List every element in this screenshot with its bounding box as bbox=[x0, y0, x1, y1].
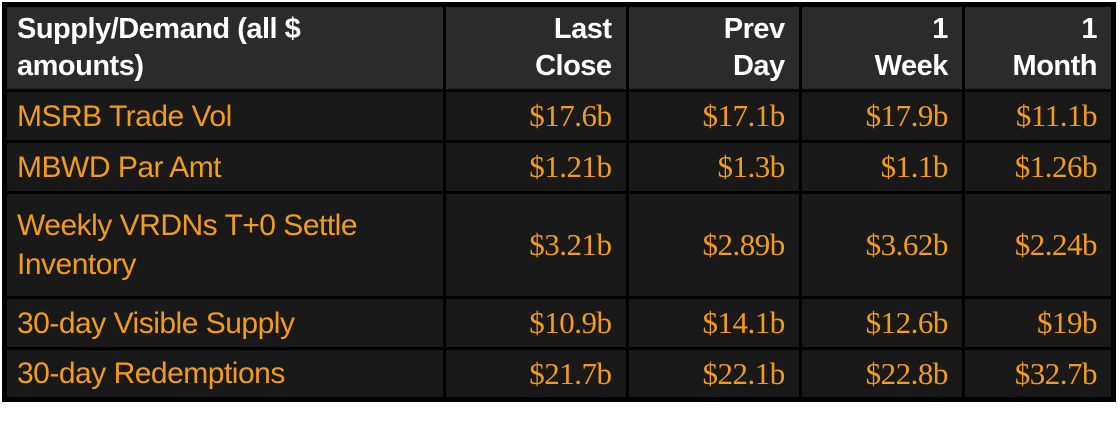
row-label: MBWD Par Amt bbox=[2, 140, 447, 194]
cell-value: $1.3b bbox=[625, 140, 802, 194]
cell-value: $32.7b bbox=[961, 347, 1116, 401]
cell-value: $22.8b bbox=[798, 347, 965, 401]
row-label: 30-day Redemptions bbox=[2, 347, 447, 401]
column-header-prev-day: Prev Day bbox=[625, 3, 802, 92]
cell-value: $3.62b bbox=[798, 191, 965, 299]
table-row-mbwd-par-amt: MBWD Par Amt $1.21b $1.3b $1.1b $1.26b bbox=[2, 140, 1116, 194]
table-row-msrb-trade-vol: MSRB Trade Vol $17.6b $17.1b $17.9b $11.… bbox=[2, 89, 1116, 143]
table-row-30-day-redemptions: 30-day Redemptions $21.7b $22.1b $22.8b … bbox=[2, 347, 1116, 401]
cell-value: $22.1b bbox=[625, 347, 802, 401]
cell-value: $17.1b bbox=[625, 89, 802, 143]
column-header-last-close: Last Close bbox=[443, 3, 629, 92]
cell-value: $21.7b bbox=[443, 347, 629, 401]
cell-value: $1.26b bbox=[961, 140, 1116, 194]
cell-value: $10.9b bbox=[443, 296, 629, 350]
row-label: Weekly VRDNs T+0 Settle Inventory bbox=[2, 191, 447, 299]
cell-value: $1.21b bbox=[443, 140, 629, 194]
cell-value: $2.24b bbox=[961, 191, 1116, 299]
cell-value: $11.1b bbox=[961, 89, 1116, 143]
table-header-row: Supply/Demand (all $ amounts) Last Close… bbox=[2, 3, 1116, 92]
column-header-1-month: 1 Month bbox=[961, 3, 1116, 92]
table-row-30-day-visible-supply: 30-day Visible Supply $10.9b $14.1b $12.… bbox=[2, 296, 1116, 350]
cell-value: $12.6b bbox=[798, 296, 965, 350]
cell-value: $2.89b bbox=[625, 191, 802, 299]
cell-value: $3.21b bbox=[443, 191, 629, 299]
cell-value: $17.9b bbox=[798, 89, 965, 143]
cell-value: $19b bbox=[961, 296, 1116, 350]
table-title: Supply/Demand (all $ amounts) bbox=[2, 3, 447, 92]
cell-value: $1.1b bbox=[798, 140, 965, 194]
cell-value: $17.6b bbox=[443, 89, 629, 143]
row-label: 30-day Visible Supply bbox=[2, 296, 447, 350]
supply-demand-table: Supply/Demand (all $ amounts) Last Close… bbox=[2, 2, 1116, 402]
row-label: MSRB Trade Vol bbox=[2, 89, 447, 143]
cell-value: $14.1b bbox=[625, 296, 802, 350]
column-header-1-week: 1 Week bbox=[798, 3, 965, 92]
table-row-weekly-vrdns: Weekly VRDNs T+0 Settle Inventory $3.21b… bbox=[2, 191, 1116, 299]
